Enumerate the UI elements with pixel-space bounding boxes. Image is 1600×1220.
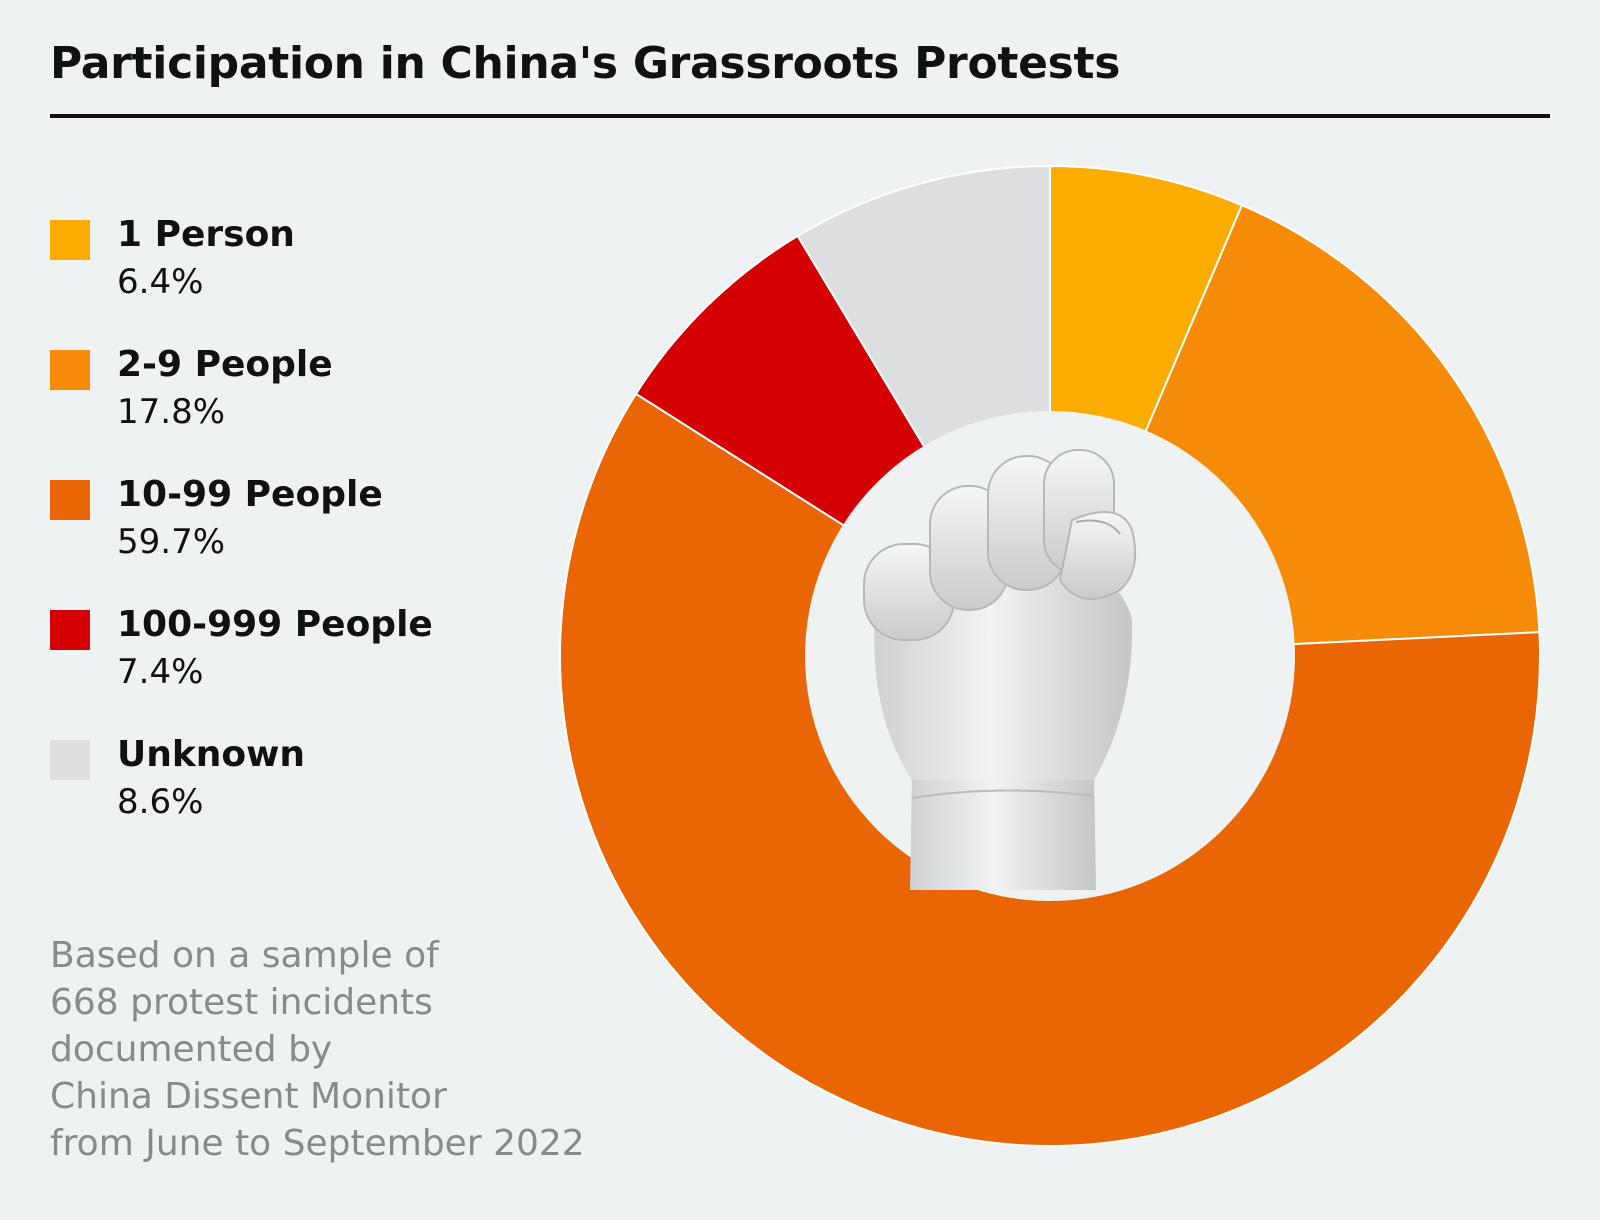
legend: 1 Person 6.4% 2-9 People 17.8% 10-99 Peo… <box>50 214 570 864</box>
legend-value: 17.8% <box>117 392 226 432</box>
legend-value: 59.7% <box>117 522 226 562</box>
legend-value: 7.4% <box>117 652 204 692</box>
legend-item-10-99-people: 10-99 People 59.7% <box>50 474 570 604</box>
legend-value: 6.4% <box>117 262 204 302</box>
source-note: Based on a sample of 668 protest inciden… <box>50 935 585 1164</box>
legend-swatch <box>50 610 90 650</box>
legend-item-unknown: Unknown 8.6% <box>50 734 570 864</box>
legend-label: 10-99 People <box>117 474 383 515</box>
legend-item-2-9-people: 2-9 People 17.8% <box>50 344 570 474</box>
legend-swatch <box>50 740 90 780</box>
legend-value: 8.6% <box>117 782 204 822</box>
donut-chart <box>520 150 1580 1190</box>
legend-label: 2-9 People <box>117 344 333 385</box>
legend-label: 100-999 People <box>117 604 433 645</box>
legend-item-100-999-people: 100-999 People 7.4% <box>50 604 570 734</box>
legend-swatch <box>50 220 90 260</box>
legend-label: 1 Person <box>117 214 295 255</box>
legend-swatch <box>50 480 90 520</box>
raised-fist-icon <box>863 449 1137 890</box>
legend-swatch <box>50 350 90 390</box>
legend-item-1-person: 1 Person 6.4% <box>50 214 570 344</box>
title-divider <box>50 114 1550 118</box>
legend-label: Unknown <box>117 734 306 775</box>
donut-chart-svg <box>559 164 1541 1147</box>
chart-title: Participation in China's Grassroots Prot… <box>50 38 1121 89</box>
